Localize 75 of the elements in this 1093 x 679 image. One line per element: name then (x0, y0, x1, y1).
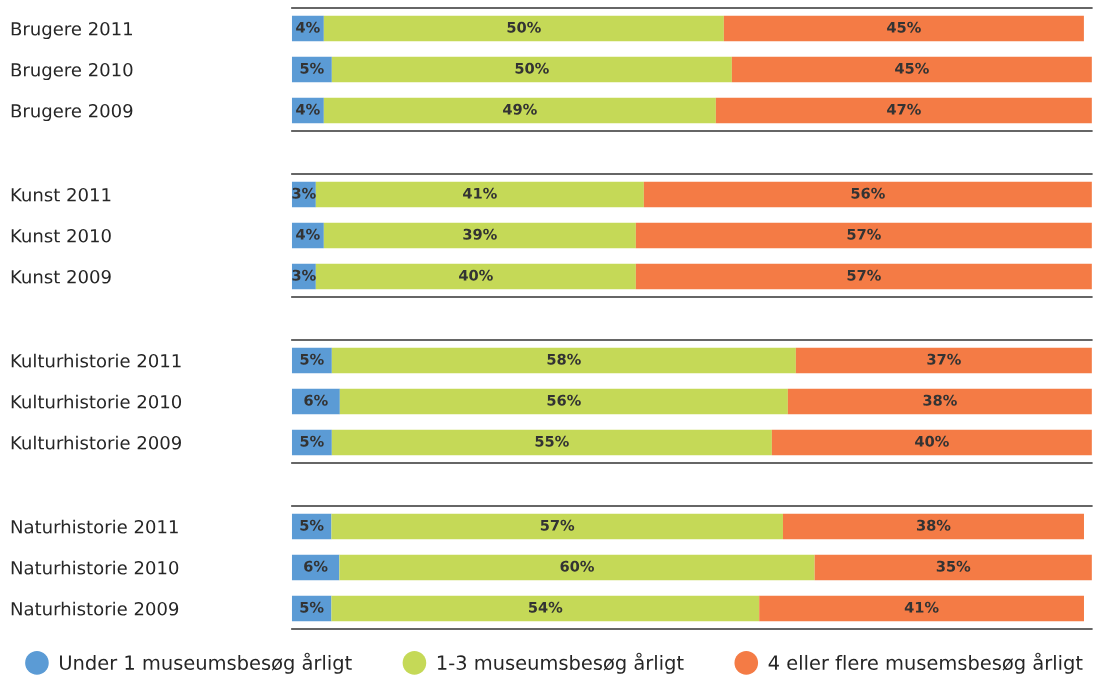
bar (635, 222, 1092, 249)
data-label: 41% (463, 187, 497, 199)
data-label: 5% (300, 601, 324, 613)
data-label: 4% (296, 228, 320, 240)
data-label: 38% (917, 519, 951, 531)
bar (331, 347, 796, 374)
data-label: 3% (292, 187, 316, 199)
data-label: 5% (300, 353, 324, 365)
data-label: 57% (847, 269, 881, 281)
data-label: 4% (296, 103, 320, 115)
bar (331, 429, 772, 456)
legend-label: 1-3 museumsbesøg årligt (437, 652, 684, 674)
bar (795, 347, 1092, 374)
data-label: 50% (515, 62, 549, 74)
data-label: 57% (847, 228, 881, 240)
bar (771, 429, 1092, 456)
bar (331, 56, 732, 83)
data-label: 57% (540, 519, 575, 531)
data-label: 45% (887, 21, 921, 33)
data-label: 55% (535, 435, 569, 447)
data-label: 54% (528, 601, 563, 613)
bar (635, 263, 1092, 290)
data-label: 56% (851, 187, 885, 199)
data-label: 6% (304, 394, 328, 406)
bar (787, 388, 1092, 415)
data-label: 35% (936, 560, 971, 572)
bar (315, 181, 644, 208)
data-label: 3% (292, 269, 316, 281)
bar (731, 56, 1092, 83)
legend-label: Under 1 museumsbesøg årligt (60, 652, 352, 674)
y-tick-label: Kunst 2009 (11, 269, 111, 284)
y-tick-label: Kunst 2010 (11, 228, 111, 243)
y-tick-label: Naturhistorie 2011 (11, 519, 178, 534)
data-label: 41% (904, 601, 939, 613)
y-tick-label: Brugere 2011 (11, 21, 132, 40)
data-label: 50% (507, 21, 541, 33)
bar (759, 595, 1084, 622)
y-tick-label: Brugere 2009 (11, 103, 133, 122)
data-label: 37% (927, 353, 961, 365)
bar (323, 15, 724, 42)
data-label: 5% (300, 62, 324, 74)
bar (339, 388, 788, 415)
bar (323, 97, 716, 124)
data-label: 5% (300, 519, 324, 531)
data-label: 60% (560, 560, 594, 572)
y-tick-label: Kulturhistorie 2011 (11, 353, 181, 368)
y-tick-label: Naturhistorie 2009 (11, 601, 179, 616)
data-label: 49% (503, 103, 537, 115)
bar (643, 181, 1092, 208)
y-tick-label: Kulturhistorie 2010 (11, 394, 182, 409)
bar (814, 554, 1092, 581)
bar (315, 263, 636, 290)
y-tick-label: Kunst 2011 (11, 187, 111, 202)
bar (331, 513, 783, 540)
data-label: 6% (304, 560, 328, 572)
bar (323, 222, 636, 249)
data-label: 56% (547, 394, 581, 406)
data-label: 40% (915, 435, 949, 447)
data-label: 4% (296, 21, 320, 33)
data-label: 45% (895, 62, 929, 74)
data-label: 5% (300, 435, 324, 447)
data-label: 58% (547, 353, 581, 365)
y-tick-label: Naturhistorie 2010 (11, 560, 179, 575)
data-label: 47% (887, 103, 921, 115)
data-label: 38% (923, 394, 957, 406)
data-label: 40% (459, 269, 493, 281)
y-tick-label: Kulturhistorie 2009 (11, 435, 181, 450)
data-label: 39% (463, 228, 497, 240)
bar (331, 595, 760, 622)
bar (723, 15, 1084, 42)
bar (715, 97, 1092, 124)
y-tick-label: Brugere 2010 (11, 62, 133, 81)
legend-label: 4 eller flere musemsbesøg årligt (768, 652, 1083, 674)
bar (339, 554, 815, 581)
bar (782, 513, 1084, 540)
